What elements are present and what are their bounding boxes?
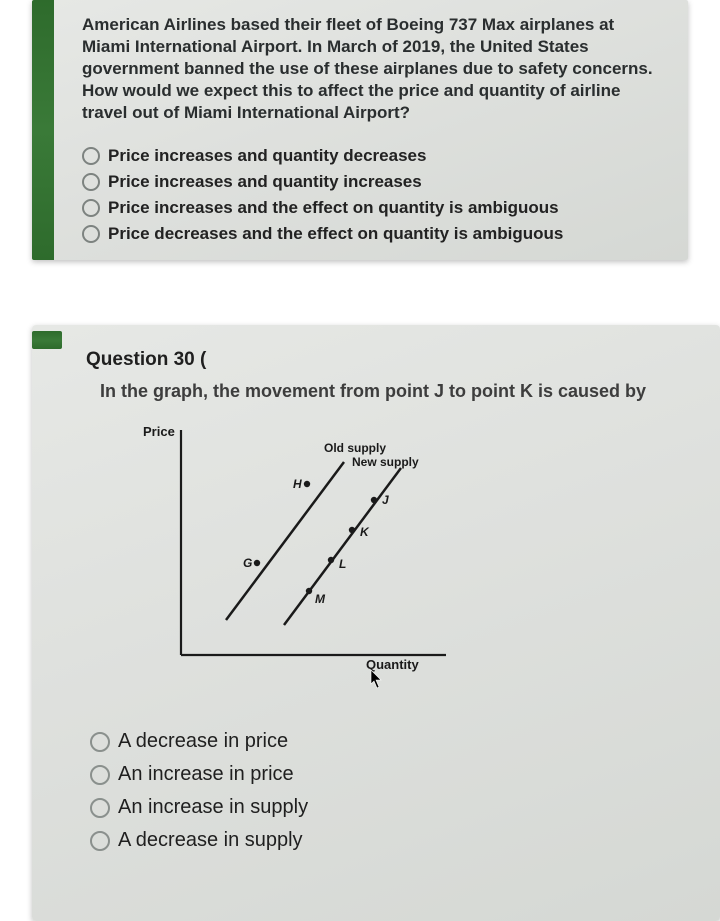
svg-text:G: G xyxy=(243,556,252,570)
svg-text:L: L xyxy=(339,557,346,571)
accent-bar xyxy=(32,331,62,349)
option-label: A decrease in supply xyxy=(118,829,303,852)
question-card-1: American Airlines based their fleet of B… xyxy=(32,0,688,260)
svg-text:K: K xyxy=(360,525,370,539)
svg-text:Quantity: Quantity xyxy=(366,657,419,672)
question-text: American Airlines based their fleet of B… xyxy=(82,14,660,124)
option-label: Price increases and quantity decreases xyxy=(108,146,426,166)
svg-text:Old supply: Old supply xyxy=(324,441,386,455)
option-label: Price increases and the effect on quanti… xyxy=(108,198,559,218)
option-label: Price increases and quantity increases xyxy=(108,172,422,192)
option-row[interactable]: Price increases and the effect on quanti… xyxy=(82,198,660,218)
option-row[interactable]: An increase in price xyxy=(90,763,692,786)
option-label: Price decreases and the effect on quanti… xyxy=(108,224,563,244)
svg-text:J: J xyxy=(382,493,389,507)
option-row[interactable]: Price increases and quantity increases xyxy=(82,172,660,192)
question-card-2: Question 30 ( In the graph, the movement… xyxy=(32,325,720,921)
radio-icon[interactable] xyxy=(82,147,100,165)
spacer xyxy=(0,260,720,325)
svg-text:M: M xyxy=(315,592,326,606)
radio-icon[interactable] xyxy=(90,732,110,752)
option-row[interactable]: Price decreases and the effect on quanti… xyxy=(82,224,660,244)
option-label: An increase in supply xyxy=(118,796,308,819)
option-row[interactable]: An increase in supply xyxy=(90,796,692,819)
accent-bar xyxy=(32,0,54,260)
option-label: An increase in price xyxy=(118,763,294,786)
radio-icon[interactable] xyxy=(90,831,110,851)
question-number: Question 30 ( xyxy=(86,349,692,371)
svg-text:New supply: New supply xyxy=(352,455,419,469)
supply-graph: Price Quantity Old supplyNew supply H G J K L M xyxy=(126,420,692,690)
option-row[interactable]: Price increases and quantity decreases xyxy=(82,146,660,166)
radio-icon[interactable] xyxy=(82,173,100,191)
svg-text:Price: Price xyxy=(143,424,175,439)
graph-svg: Price Quantity Old supplyNew supply H G J K L M xyxy=(126,420,456,690)
option-row[interactable]: A decrease in supply xyxy=(90,829,692,852)
radio-icon[interactable] xyxy=(90,798,110,818)
option-row[interactable]: A decrease in price xyxy=(90,730,692,753)
radio-icon[interactable] xyxy=(90,765,110,785)
options-list: Price increases and quantity decreases P… xyxy=(82,146,660,244)
radio-icon[interactable] xyxy=(82,199,100,217)
question-prompt: In the graph, the movement from point J … xyxy=(100,381,692,402)
radio-icon[interactable] xyxy=(82,225,100,243)
options-list: A decrease in price An increase in price… xyxy=(90,730,692,852)
option-label: A decrease in price xyxy=(118,730,288,753)
svg-text:H: H xyxy=(293,477,302,491)
